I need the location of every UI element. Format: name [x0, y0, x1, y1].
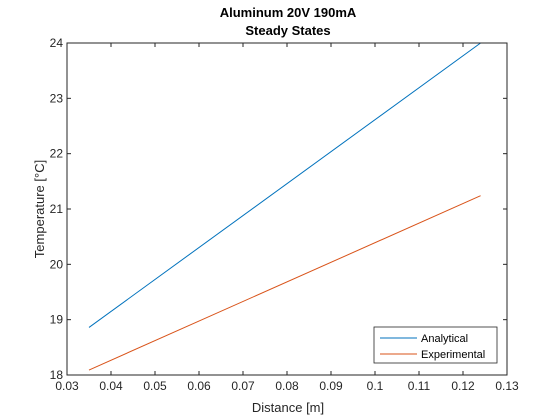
axis-ticks: 0.03 0.04 0.05 0.06 0.07 0.08 0.09 0.1 0.11 0.12 0… [50, 36, 519, 393]
y-tick-label: 23 [50, 91, 64, 105]
chart-title-line-1: Aluminum 20V 190mA [220, 5, 357, 20]
plot-area-frame [66, 42, 508, 376]
x-tick-label: 0.07 [231, 379, 255, 393]
x-tick-label: 0.05 [143, 379, 167, 393]
x-tick-label: 0.06 [187, 379, 211, 393]
y-tick-label: 21 [50, 202, 64, 216]
legend-label-experimental: Experimental [421, 349, 485, 361]
x-tick-label: 0.12 [451, 379, 475, 393]
series-line-analytical [88, 42, 481, 328]
x-tick-label: 0.09 [319, 379, 343, 393]
legend-box [373, 326, 498, 364]
y-tick-label: 19 [50, 313, 64, 327]
y-tick-label: 24 [50, 36, 64, 50]
series-lines [88, 42, 481, 371]
legend: Analytical Experimental [373, 326, 498, 364]
x-tick-label: 0.04 [99, 379, 123, 393]
x-tick-label: 0.1 [367, 379, 384, 393]
y-tick-label: 22 [50, 147, 64, 161]
y-tick-label: 18 [50, 368, 64, 382]
y-tick-label: 20 [50, 257, 64, 271]
x-tick-label: 0.11 [408, 379, 431, 393]
x-tick-label: 0.03 [55, 379, 79, 393]
legend-label-analytical: Analytical [421, 333, 468, 345]
x-axis-label: Distance [m] [252, 400, 324, 415]
x-tick-label: 0.13 [495, 379, 519, 393]
series-line-experimental [88, 195, 481, 371]
chart-title-line-2: Steady States [245, 23, 330, 38]
y-axis-label: Temperature [°C] [32, 160, 47, 258]
x-tick-label: 0.08 [275, 379, 299, 393]
